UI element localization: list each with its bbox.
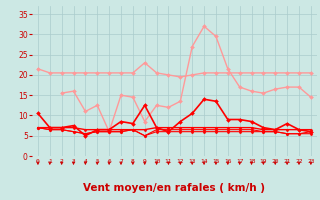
X-axis label: Vent moyen/en rafales ( km/h ): Vent moyen/en rafales ( km/h ) [84, 183, 265, 193]
